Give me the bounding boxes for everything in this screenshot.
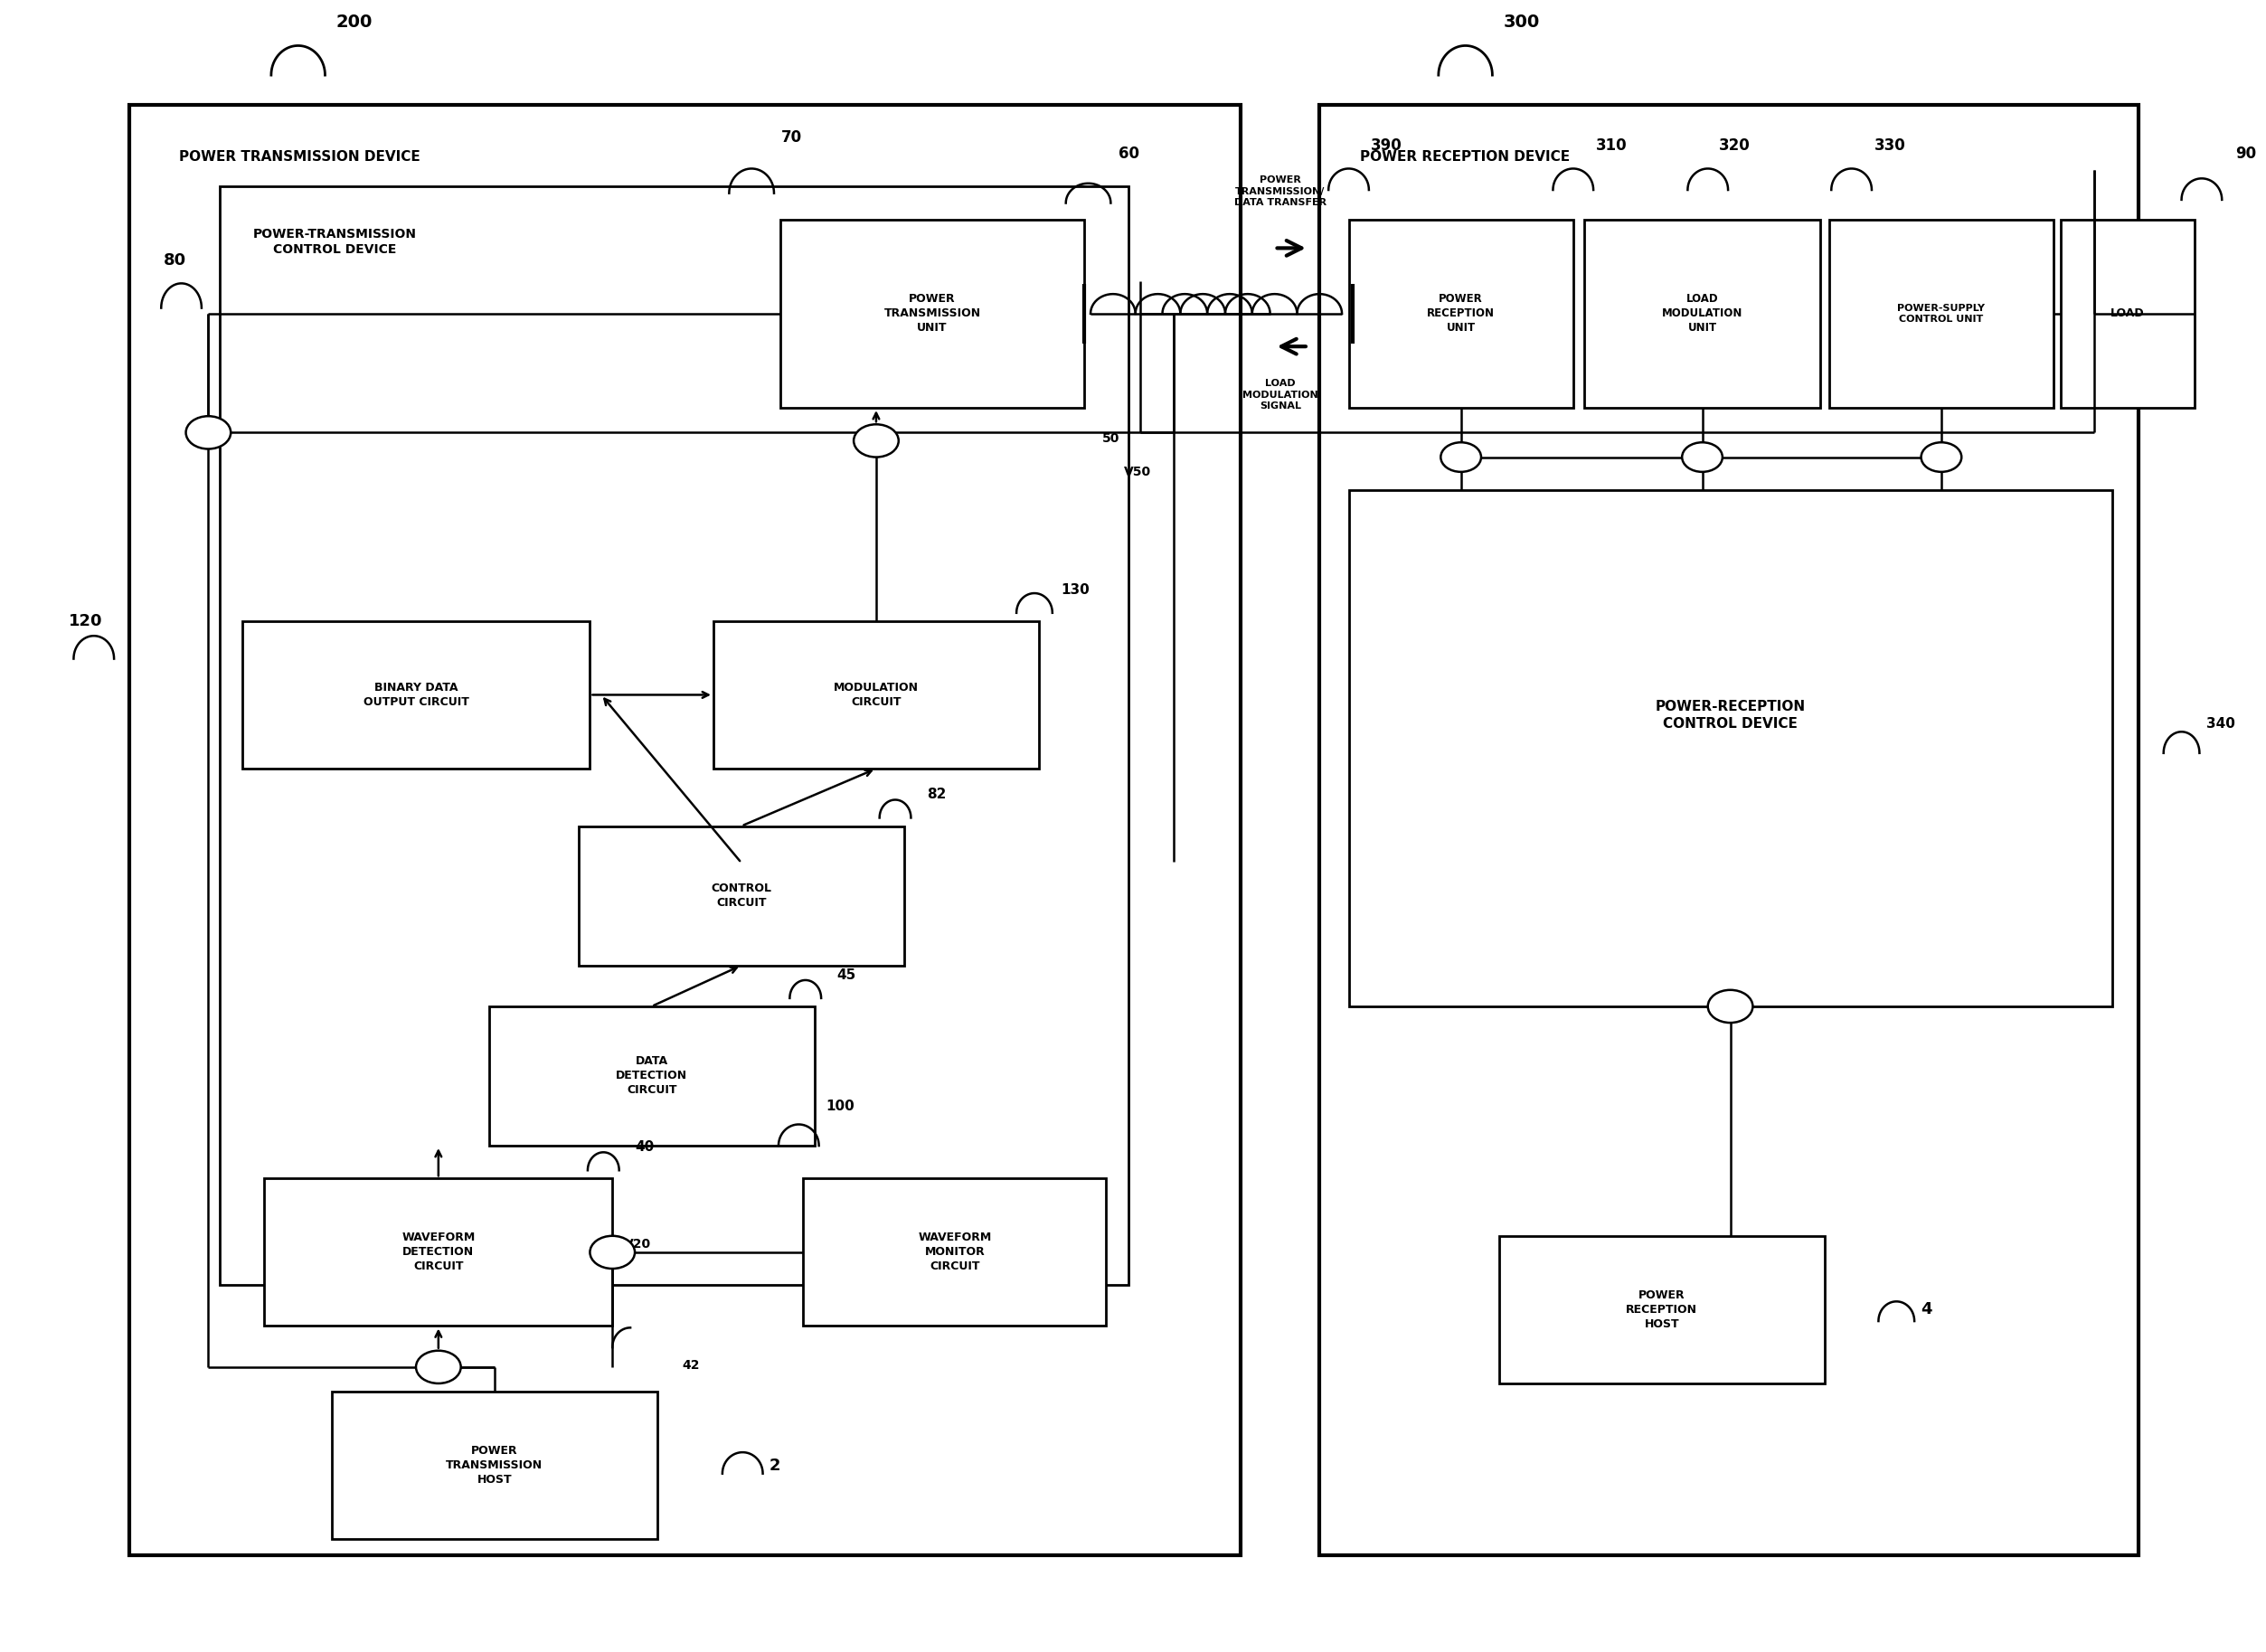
Text: 310: 310 <box>1595 137 1627 154</box>
Text: POWER
TRANSMISSION/
DATA TRANSFER: POWER TRANSMISSION/ DATA TRANSFER <box>1235 175 1326 206</box>
Bar <box>1348 491 2112 1006</box>
Bar <box>129 104 1242 1556</box>
Text: 340: 340 <box>2207 717 2234 730</box>
Bar <box>2060 220 2196 408</box>
Text: 120: 120 <box>68 613 102 629</box>
Bar <box>802 1178 1106 1327</box>
Circle shape <box>1441 443 1482 472</box>
Text: 60: 60 <box>1119 145 1140 162</box>
Bar <box>1500 1236 1824 1383</box>
Text: MODULATION
CIRCUIT: MODULATION CIRCUIT <box>834 682 918 709</box>
Text: 4: 4 <box>1922 1302 1933 1318</box>
Bar <box>714 621 1038 768</box>
Bar <box>489 1006 813 1146</box>
Text: LOAD
MODULATION
SIGNAL: LOAD MODULATION SIGNAL <box>1242 380 1319 411</box>
Bar <box>265 1178 612 1327</box>
Text: POWER-TRANSMISSION
CONTROL DEVICE: POWER-TRANSMISSION CONTROL DEVICE <box>254 228 417 256</box>
Bar <box>1319 104 2139 1556</box>
Text: 2: 2 <box>770 1457 782 1474</box>
Text: V20: V20 <box>623 1237 650 1251</box>
Circle shape <box>589 1236 634 1269</box>
Circle shape <box>1922 443 1962 472</box>
Text: WAVEFORM
MONITOR
CIRCUIT: WAVEFORM MONITOR CIRCUIT <box>918 1232 993 1272</box>
Text: BINARY DATA
OUTPUT CIRCUIT: BINARY DATA OUTPUT CIRCUIT <box>363 682 469 709</box>
Bar <box>1829 220 2053 408</box>
Text: V50: V50 <box>1124 466 1151 477</box>
Text: 80: 80 <box>163 253 186 269</box>
Text: CONTROL
CIRCUIT: CONTROL CIRCUIT <box>712 882 773 909</box>
Text: POWER
TRANSMISSION
HOST: POWER TRANSMISSION HOST <box>446 1446 544 1485</box>
Circle shape <box>1709 990 1754 1023</box>
Bar <box>1584 220 1820 408</box>
Text: 45: 45 <box>836 968 857 981</box>
Text: LOAD: LOAD <box>2110 307 2144 319</box>
Text: WAVEFORM
DETECTION
CIRCUIT: WAVEFORM DETECTION CIRCUIT <box>401 1232 476 1272</box>
Text: 70: 70 <box>782 129 802 145</box>
Circle shape <box>417 1351 460 1383</box>
Bar <box>220 187 1128 1285</box>
Text: 42: 42 <box>682 1360 700 1371</box>
Text: 390: 390 <box>1371 137 1403 154</box>
Text: 300: 300 <box>1502 13 1539 31</box>
Text: 320: 320 <box>1720 137 1752 154</box>
Text: POWER RECEPTION DEVICE: POWER RECEPTION DEVICE <box>1360 150 1570 164</box>
Text: 82: 82 <box>927 788 945 801</box>
Bar <box>578 826 904 965</box>
Text: 90: 90 <box>2234 145 2257 162</box>
Text: 130: 130 <box>1060 583 1090 596</box>
Text: POWER-SUPPLY
CONTROL UNIT: POWER-SUPPLY CONTROL UNIT <box>1897 304 1985 324</box>
Circle shape <box>1681 443 1722 472</box>
Circle shape <box>186 416 231 449</box>
Text: 200: 200 <box>335 13 372 31</box>
Bar <box>331 1391 657 1540</box>
Text: POWER-RECEPTION
CONTROL DEVICE: POWER-RECEPTION CONTROL DEVICE <box>1654 700 1806 730</box>
Text: 330: 330 <box>1874 137 1906 154</box>
Text: LOAD
MODULATION
UNIT: LOAD MODULATION UNIT <box>1661 294 1743 334</box>
Text: POWER
RECEPTION
UNIT: POWER RECEPTION UNIT <box>1428 294 1496 334</box>
Text: 100: 100 <box>825 1099 854 1113</box>
Bar <box>782 220 1083 408</box>
Text: POWER
RECEPTION
HOST: POWER RECEPTION HOST <box>1627 1289 1697 1330</box>
Text: 50: 50 <box>1101 433 1119 444</box>
Text: 40: 40 <box>634 1140 655 1153</box>
Text: DATA
DETECTION
CIRCUIT: DATA DETECTION CIRCUIT <box>616 1056 687 1097</box>
Text: POWER TRANSMISSION DEVICE: POWER TRANSMISSION DEVICE <box>179 150 419 164</box>
Bar <box>1348 220 1573 408</box>
Text: POWER
TRANSMISSION
UNIT: POWER TRANSMISSION UNIT <box>884 294 981 334</box>
Bar <box>242 621 589 768</box>
Circle shape <box>854 425 900 458</box>
